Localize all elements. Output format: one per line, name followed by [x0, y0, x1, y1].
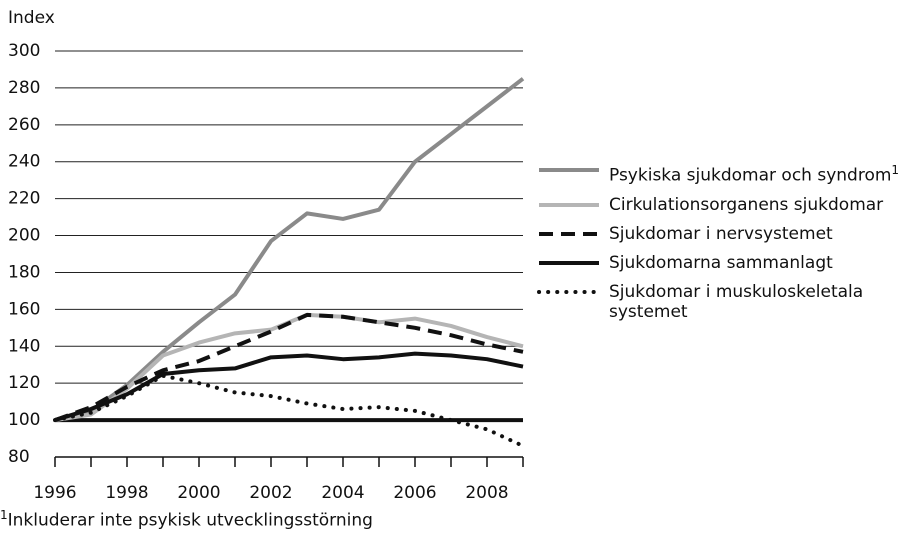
- legend-entry: Cirkulationsorganens sjukdomar: [537, 195, 917, 215]
- y-tick-label: 280: [8, 78, 40, 98]
- legend-text: Sjukdomarna sammanlagt: [609, 252, 833, 273]
- legend-swatch: [539, 260, 599, 265]
- legend-text: Cirkulationsorganens sjukdomar: [609, 194, 884, 215]
- legend-text: Sjukdomar i nervsystemet: [609, 223, 833, 244]
- legend-entry: Sjukdomar i muskuloskeletala systemet: [537, 282, 917, 322]
- y-tick-label: 120: [8, 373, 40, 393]
- x-tick-label: 1998: [105, 483, 148, 503]
- legend-swatch: [539, 168, 599, 172]
- y-tick-label: 260: [8, 115, 40, 135]
- y-tick-label: 240: [8, 152, 40, 172]
- x-tick-label: 2004: [321, 483, 364, 503]
- y-axis-label: Index: [8, 8, 55, 28]
- legend-text: Sjukdomar i muskuloskeletala systemet: [609, 281, 864, 322]
- legend-note: 1: [891, 163, 900, 177]
- footnote-text: Inkluderar inte psykisk utvecklingsstörn…: [7, 510, 373, 531]
- x-tick-label: 2002: [249, 483, 292, 503]
- x-tick-label: 1996: [33, 483, 76, 503]
- y-tick-label: 160: [8, 299, 40, 319]
- legend-entry: Sjukdomarna sammanlagt: [537, 253, 917, 273]
- series-line: [54, 312, 524, 423]
- legend-swatch: [537, 289, 601, 294]
- legend-entry: Psykiska sjukdomar och syndrom1: [537, 160, 917, 186]
- legend-text: Psykiska sjukdomar och syndrom: [609, 165, 892, 186]
- legend-entry: Sjukdomar i nervsystemet: [537, 224, 917, 244]
- legend-swatch: [539, 231, 599, 236]
- x-tick-label: 2006: [393, 483, 436, 503]
- y-tick-label: 100: [8, 410, 40, 430]
- chart: Index 80 100 120 140 160 180 200 220 240 260 280 30…: [8, 8, 525, 503]
- x-tick-label: 2008: [465, 483, 508, 503]
- legend-label: Sjukdomar i muskuloskeletala systemet: [609, 282, 909, 322]
- series-line: [54, 77, 525, 423]
- footnote: 1Inkluderar inte psykisk utvecklingsstör…: [0, 508, 373, 531]
- legend-label: Psykiska sjukdomar och syndrom1: [609, 160, 909, 186]
- x-tick-label: 2000: [177, 483, 220, 503]
- y-tick-label: 200: [8, 226, 40, 246]
- legend-label: Cirkulationsorganens sjukdomar: [609, 195, 909, 215]
- y-tick-label: 220: [8, 189, 40, 209]
- legend-label: Sjukdomarna sammanlagt: [609, 253, 909, 273]
- footnote-marker: 1: [0, 508, 8, 522]
- y-tick-label: 80: [8, 447, 30, 467]
- series-line: [53, 373, 525, 448]
- y-tick-label: 300: [8, 41, 40, 61]
- series-line: [54, 312, 524, 422]
- legend-swatch: [539, 202, 599, 207]
- legend: Psykiska sjukdomar och syndrom1 Cirkulati…: [537, 160, 917, 331]
- y-tick-label: 180: [8, 262, 40, 282]
- series-line: [54, 351, 524, 423]
- y-tick-label: 140: [8, 336, 40, 356]
- legend-label: Sjukdomar i nervsystemet: [609, 224, 909, 244]
